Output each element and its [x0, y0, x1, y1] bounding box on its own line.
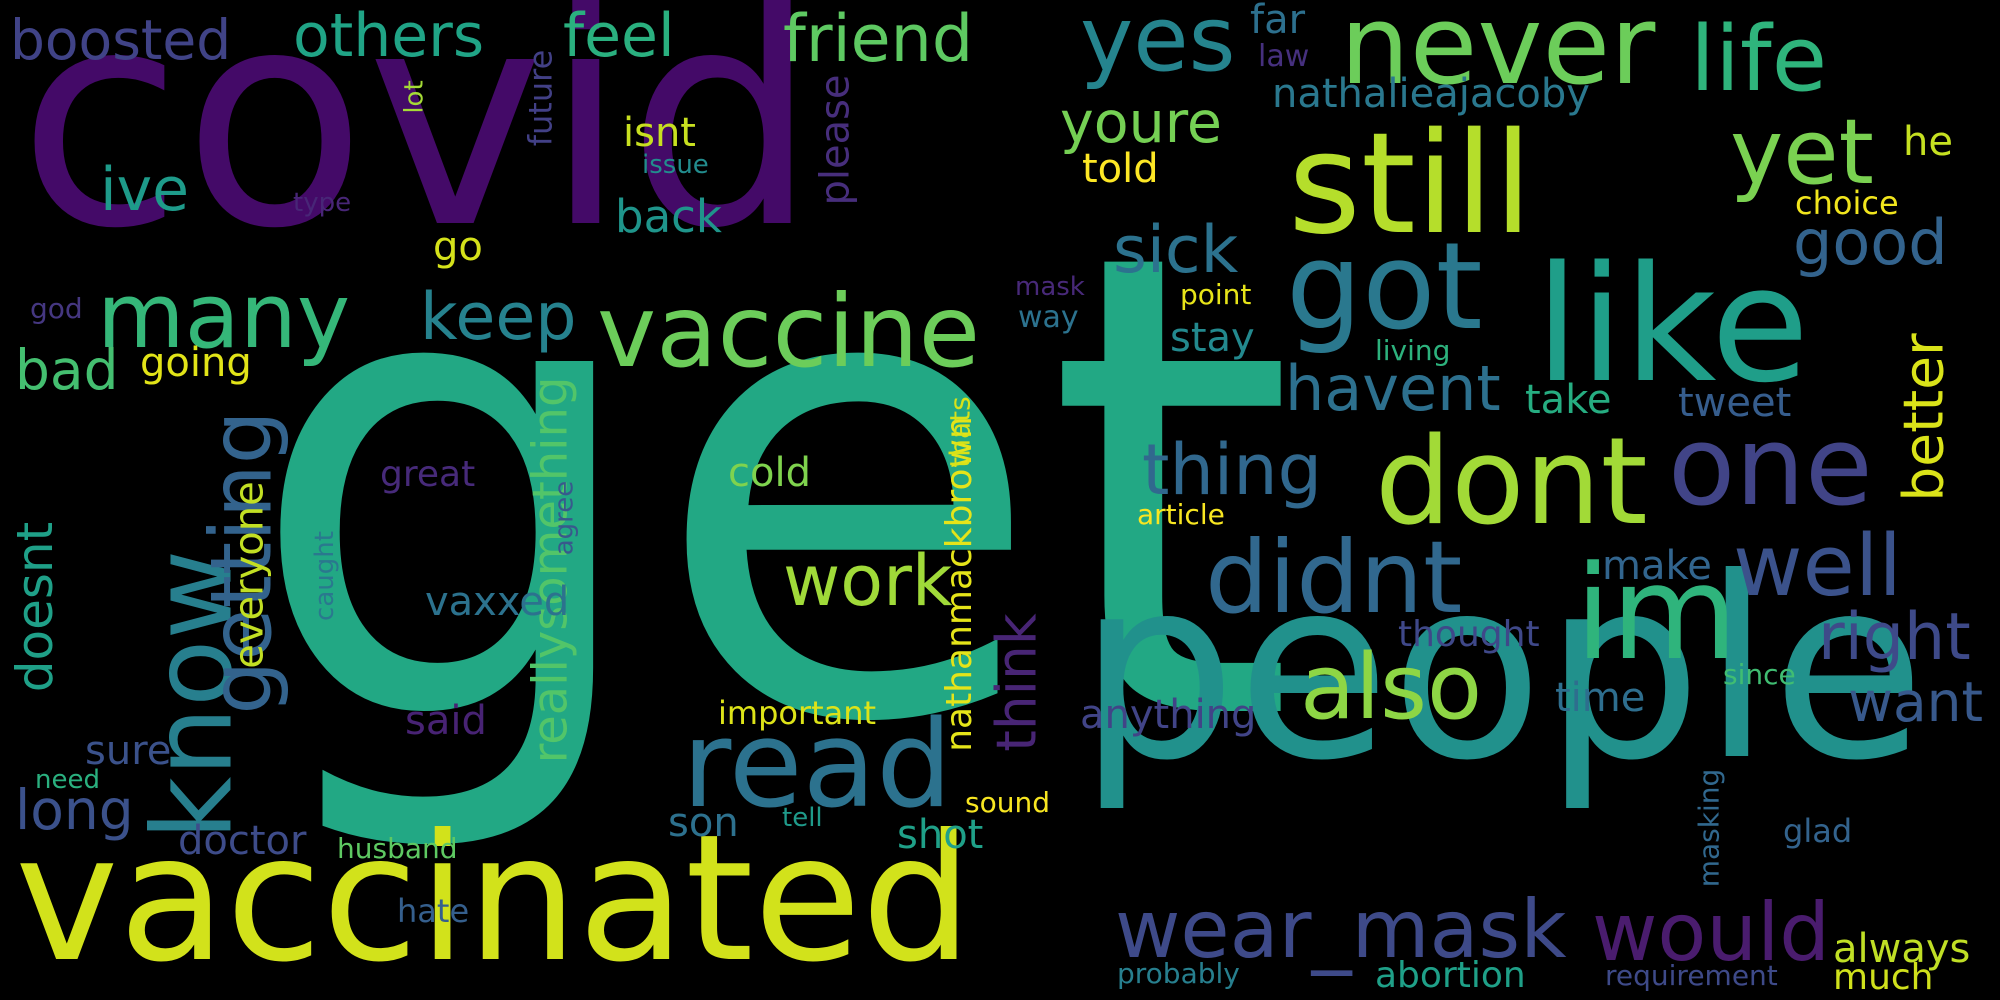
word-wear_mask: wear_mask	[1115, 883, 1567, 976]
word-never: never	[1340, 0, 1656, 109]
word-also: also	[1300, 635, 1483, 740]
word-law: law	[1258, 39, 1310, 74]
word-boosted: boosted	[10, 8, 232, 72]
word-far: far	[1250, 0, 1306, 43]
word-probably: probably	[1117, 957, 1240, 990]
word-sound: sound	[965, 786, 1050, 819]
word-want: want	[1848, 670, 1984, 734]
word-living: living	[1375, 334, 1451, 367]
word-life: life	[1690, 7, 1828, 112]
word-work: work	[783, 540, 953, 622]
word-shot: shot	[897, 812, 984, 858]
word-vaccinated: vaccinated	[15, 798, 973, 1000]
word-many: many	[97, 264, 351, 369]
word-glad: glad	[1783, 812, 1853, 850]
word-doctor: doctor	[178, 818, 307, 864]
word-need: need	[35, 765, 100, 795]
word-mask: mask	[1015, 272, 1085, 302]
word-important: important	[718, 694, 877, 732]
word-choice: choice	[1795, 184, 1899, 222]
word-please: please	[812, 74, 859, 206]
word-im: im	[1575, 537, 1738, 689]
word-would: would	[1592, 886, 1831, 979]
word-article: article	[1137, 498, 1225, 531]
word-people: people	[1078, 524, 1926, 815]
word-think: think	[984, 613, 1049, 752]
word-cold: cold	[728, 450, 811, 496]
word-long: long	[15, 778, 134, 842]
word-everyone: everyone	[226, 481, 273, 669]
word-friend: friend	[783, 2, 974, 77]
word-got: got	[1286, 218, 1483, 357]
word-back: back	[615, 190, 722, 243]
word-going: going	[140, 340, 252, 386]
word-good: good	[1793, 206, 1948, 279]
word-stay: stay	[1170, 315, 1255, 361]
word-way: way	[1018, 300, 1079, 335]
word-yet: yet	[1730, 100, 1874, 205]
word-always: always	[1833, 926, 1971, 972]
word-future: future	[521, 49, 560, 147]
word-caught: caught	[309, 531, 340, 621]
word-sick: sick	[1113, 213, 1239, 288]
word-point: point	[1180, 278, 1252, 311]
word-dont: dont	[1375, 413, 1648, 552]
word-lot: lot	[399, 80, 430, 114]
word-nathalieajacoby: nathalieajacoby	[1272, 71, 1590, 117]
word-told: told	[1082, 146, 1159, 192]
word-didnt: didnt	[1205, 519, 1463, 636]
word-abortion: abortion	[1375, 955, 1526, 996]
word-vaxxed: vaxxed	[425, 579, 570, 625]
word-vaccine: vaccine	[597, 273, 981, 390]
word-well: well	[1733, 517, 1903, 616]
word-bad: bad	[15, 338, 119, 402]
word-still: still	[1288, 103, 1533, 266]
word-isnt: isnt	[623, 110, 696, 156]
word-yes: yes	[1080, 0, 1236, 92]
word-son: son	[668, 800, 739, 846]
word-he: he	[1903, 119, 1953, 165]
word-ive: ive	[100, 155, 190, 225]
word-sure: sure	[85, 728, 172, 774]
word-great: great	[380, 454, 476, 495]
word-god: god	[30, 292, 83, 325]
word-issue: issue	[642, 150, 709, 180]
word-husband: husband	[337, 832, 458, 865]
word-thought: thought	[1398, 614, 1540, 655]
word-go: go	[433, 224, 483, 270]
word-get: get	[245, 117, 1296, 862]
word-make: make	[1602, 543, 1712, 589]
word-said: said	[405, 698, 487, 744]
word-youre: youre	[1060, 90, 1222, 156]
word-anything: anything	[1080, 692, 1257, 738]
word-one: one	[1668, 402, 1873, 530]
word-take: take	[1525, 377, 1612, 423]
word-time: time	[1555, 675, 1646, 721]
word-masking: masking	[1692, 768, 1726, 888]
word-keep: keep	[420, 280, 577, 355]
word-right: right	[1818, 600, 1971, 675]
word-tweet: tweet	[1678, 380, 1792, 426]
word-agree: agree	[549, 480, 580, 556]
word-better: better	[1891, 333, 1956, 502]
word-havent: havent	[1285, 352, 1501, 425]
word-tell: tell	[782, 803, 823, 833]
word-like: like	[1535, 231, 1810, 418]
word-thats: thats	[943, 396, 977, 468]
word-much: much	[1833, 957, 1934, 998]
word-type: type	[293, 188, 352, 218]
word-since: since	[1723, 658, 1796, 691]
word-read: read	[682, 696, 953, 835]
word-doesnt: doesnt	[6, 521, 65, 693]
word-requirement: requirement	[1605, 959, 1778, 992]
word-hate: hate	[397, 892, 470, 930]
word-reallysomething: reallysomething	[522, 376, 579, 764]
word-thing: thing	[1142, 429, 1323, 511]
word-covid: covid	[18, 0, 818, 294]
word-others: others	[293, 1, 485, 71]
word-feel: feel	[563, 1, 675, 71]
